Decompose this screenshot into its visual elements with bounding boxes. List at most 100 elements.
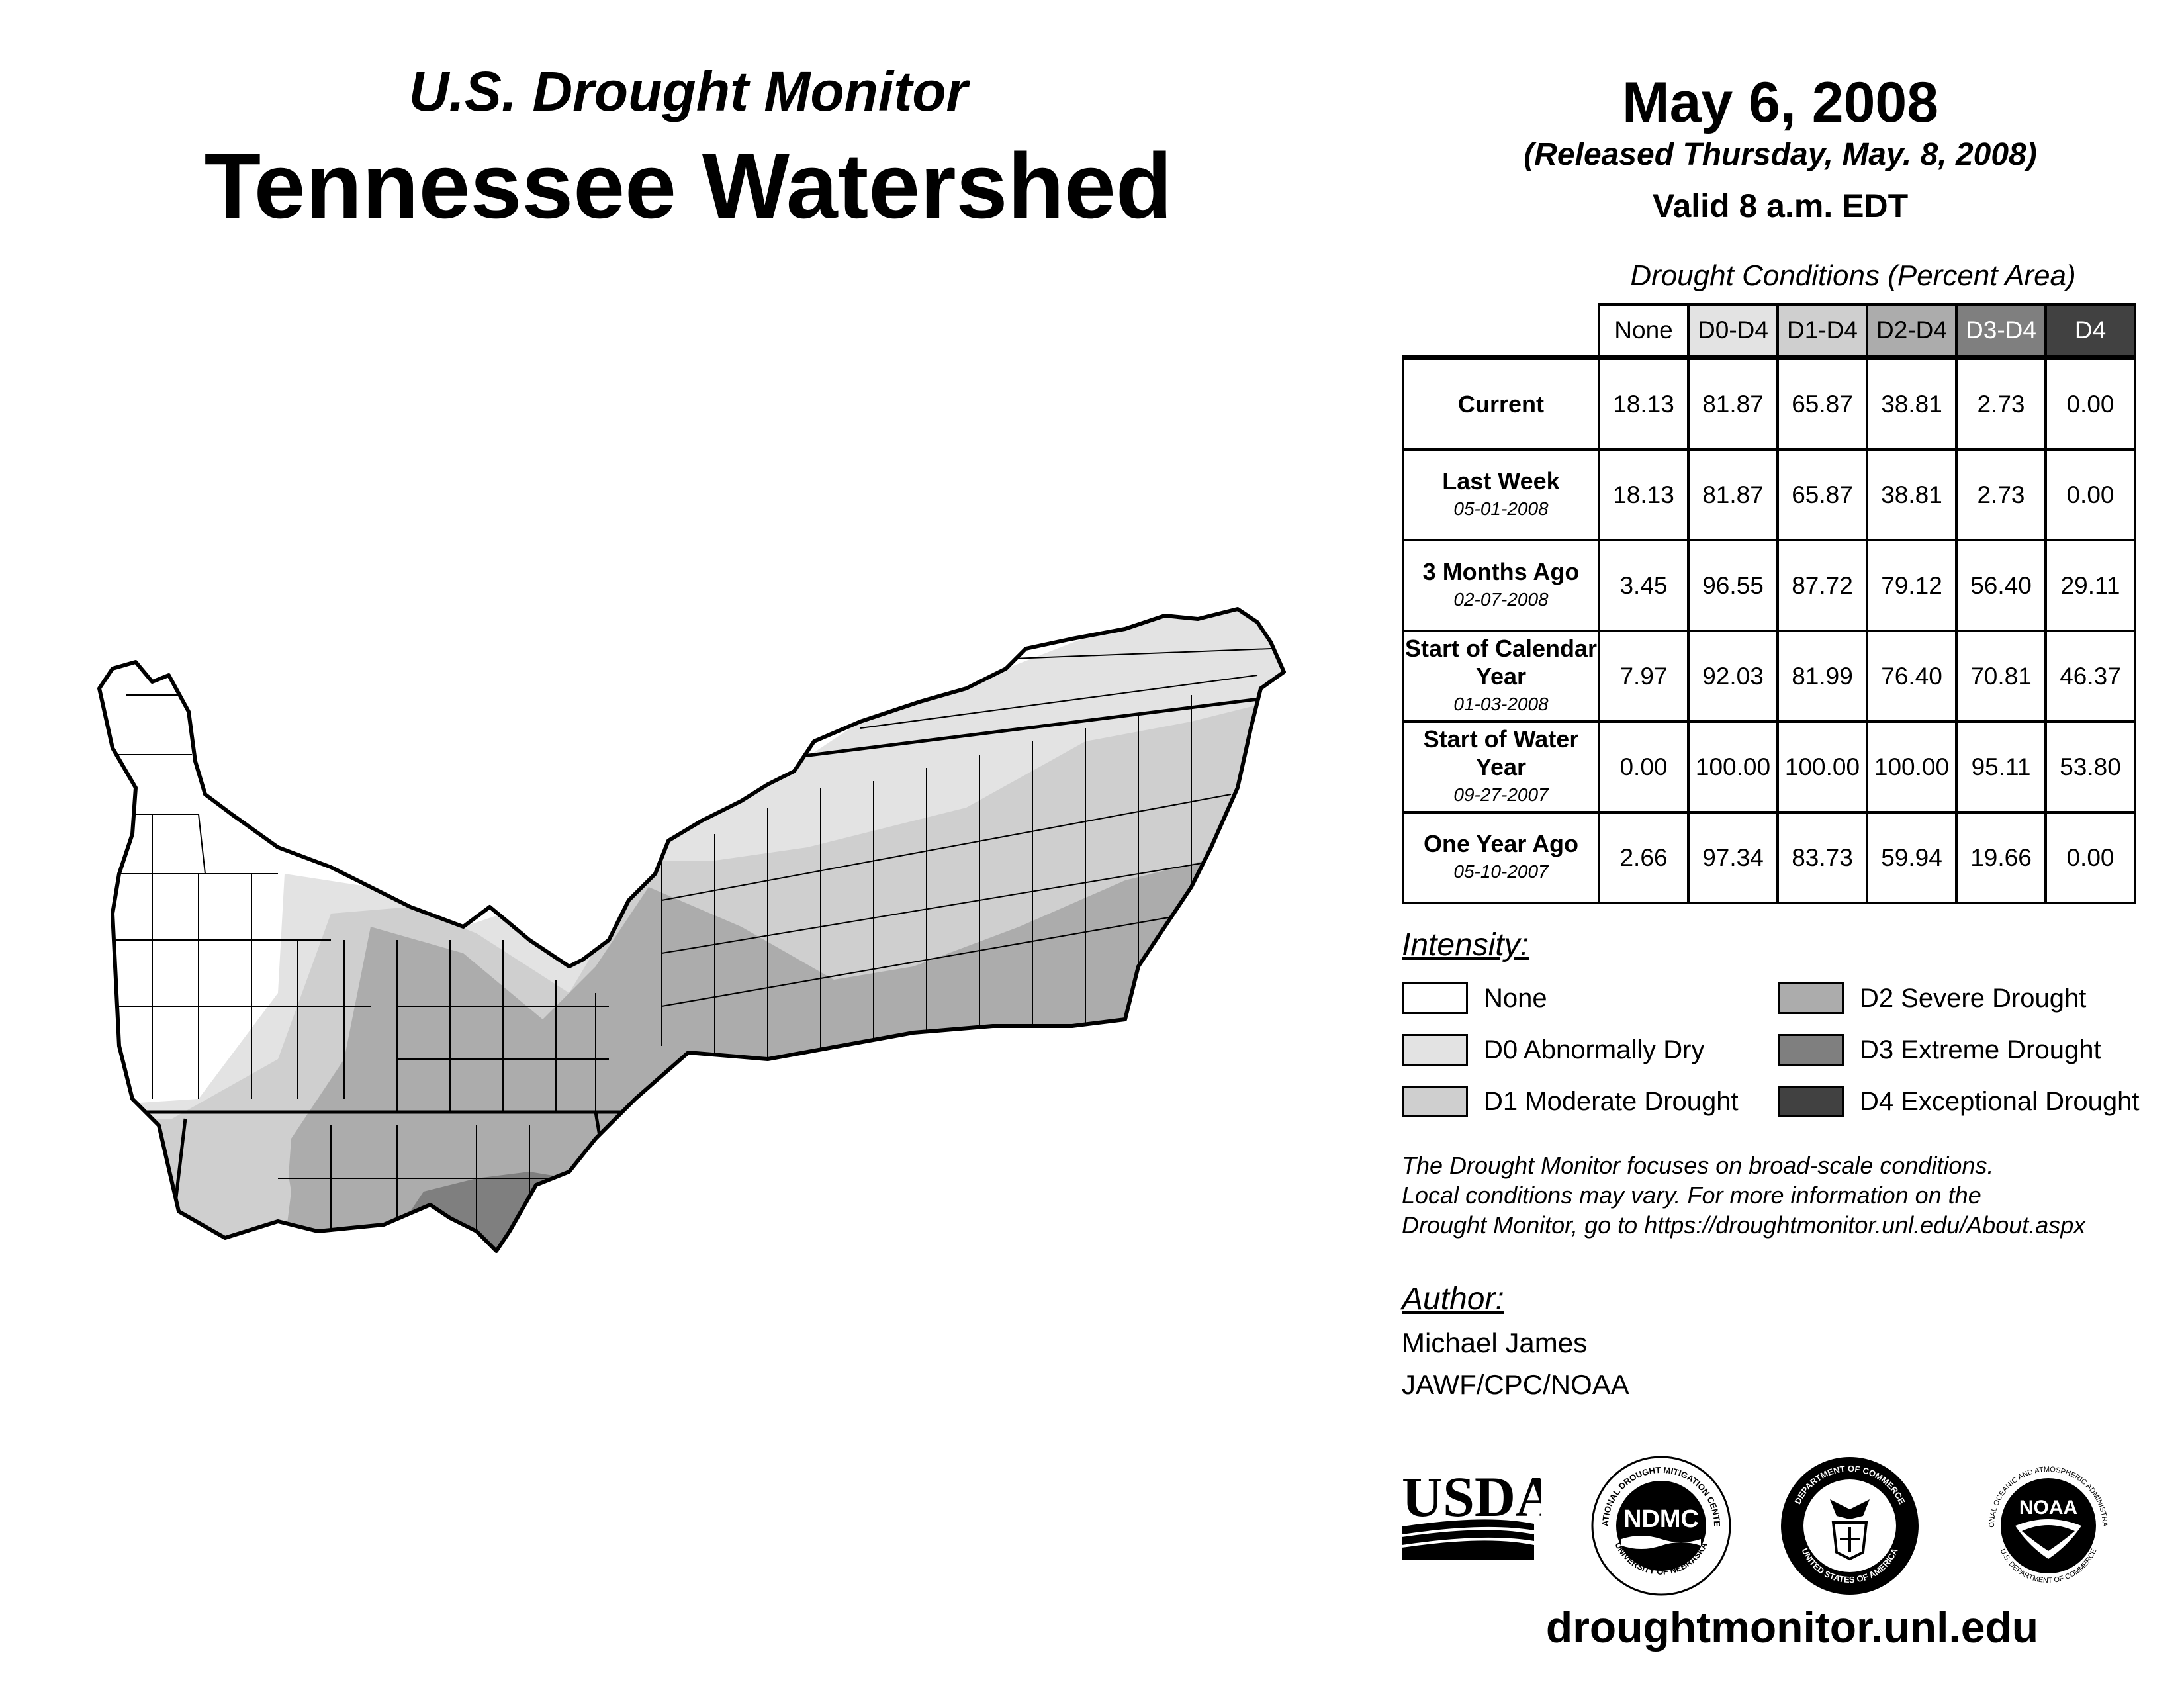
- note-line: Drought Monitor, go to https://droughtmo…: [1402, 1211, 2086, 1239]
- column-header: D0-D4: [1687, 303, 1779, 359]
- table-cell: 81.99: [1776, 630, 1868, 723]
- row-label: Start of Water Year 09-27-2007: [1402, 720, 1600, 814]
- table-cell: 53.80: [2044, 720, 2136, 814]
- legend-label: D4 Exceptional Drought: [1860, 1086, 2140, 1116]
- note-line: The Drought Monitor focuses on broad-sca…: [1402, 1152, 1994, 1179]
- watershed-map: [97, 607, 1286, 1253]
- table-cell: 38.81: [1866, 448, 1958, 541]
- author-org: JAWF/CPC/NOAA: [1402, 1369, 1629, 1400]
- table-row: Start of Water Year 09-27-2007 0.00 100.0…: [1402, 720, 2136, 814]
- table-cell: 100.00: [1866, 720, 1958, 814]
- table-cell: 97.34: [1687, 811, 1779, 904]
- table-cell: 79.12: [1866, 539, 1958, 632]
- table-cell: 0.00: [2044, 356, 2136, 451]
- row-label-text: 3 Months Ago: [1422, 557, 1580, 585]
- row-date: 05-01-2008: [1453, 498, 1549, 519]
- table-cell: 76.40: [1866, 630, 1958, 723]
- row-label: 3 Months Ago 02-07-2008: [1402, 539, 1600, 632]
- table-cell: 59.94: [1866, 811, 1958, 904]
- legend-swatch: [1778, 1034, 1844, 1066]
- legend-label: D0 Abnormally Dry: [1484, 1035, 1705, 1064]
- legend-swatch: [1402, 1086, 1468, 1117]
- table-cell: 92.03: [1687, 630, 1779, 723]
- release-date: (Released Thursday, May. 8, 2008): [1524, 137, 2037, 172]
- usda-logo-text: USDA: [1402, 1465, 1541, 1528]
- table-cell: 65.87: [1776, 448, 1868, 541]
- legend-swatch: [1778, 982, 1844, 1014]
- table-row: Start of Calendar Year 01-03-2008 7.97 92…: [1402, 630, 2136, 723]
- drought-conditions-table: None D0-D4 D1-D4 D2-D4 D3-D4 D4 Current …: [1402, 303, 2136, 904]
- table-cell: 81.87: [1687, 448, 1779, 541]
- map-title: Tennessee Watershed: [204, 134, 1173, 238]
- row-label-text: One Year Ago: [1423, 829, 1579, 857]
- table-cell: 2.73: [1955, 356, 2047, 451]
- table-corner: [1403, 305, 1599, 357]
- table-caption: Drought Conditions (Percent Area): [1630, 259, 2076, 292]
- table-cell: 56.40: [1955, 539, 2047, 632]
- valid-time: Valid 8 a.m. EDT: [1652, 187, 1909, 224]
- ndmc-logo: NATIONAL DROUGHT MITIGATION CENTER UNIVE…: [1588, 1453, 1731, 1596]
- table-header-row: None D0-D4 D1-D4 D2-D4 D3-D4 D4: [1403, 303, 2136, 359]
- table-row: 3 Months Ago 02-07-2008 3.45 96.55 87.72 …: [1402, 539, 2136, 632]
- table-cell: 46.37: [2044, 630, 2136, 723]
- table-cell: 29.11: [2044, 539, 2136, 632]
- usda-logo: USDA: [1402, 1465, 1541, 1560]
- legend-heading: Intensity:: [1402, 927, 1529, 962]
- table-cell: 2.73: [1955, 448, 2047, 541]
- noaa-logo-text: NOAA: [2019, 1497, 2077, 1519]
- table-cell: 0.00: [2044, 811, 2136, 904]
- table-cell: 100.00: [1687, 720, 1779, 814]
- table-row: Last Week 05-01-2008 18.13 81.87 65.87 38…: [1402, 448, 2136, 541]
- row-label-text: Start of Calendar Year: [1404, 634, 1598, 690]
- legend-label: D3 Extreme Drought: [1860, 1035, 2101, 1064]
- row-label: Last Week 05-01-2008: [1402, 448, 1600, 541]
- table-cell: 100.00: [1776, 720, 1868, 814]
- column-header: D4: [2044, 303, 2136, 359]
- row-label-text: Last Week: [1442, 467, 1560, 494]
- table-cell: 19.66: [1955, 811, 2047, 904]
- legend-item-d0: D0 Abnormally Dry: [1402, 1031, 1704, 1068]
- table-cell: 3.45: [1598, 539, 1690, 632]
- commerce-logo: DEPARTMENT OF COMMERCE UNITED STATES OF …: [1781, 1457, 1919, 1595]
- table-row: One Year Ago 05-10-2007 2.66 97.34 83.73 …: [1402, 811, 2136, 904]
- column-header: D3-D4: [1955, 303, 2047, 359]
- column-header: D2-D4: [1866, 303, 1958, 359]
- ndmc-logo-text: NDMC: [1623, 1505, 1699, 1533]
- row-label: Current: [1402, 356, 1600, 451]
- author-name: Michael James: [1402, 1327, 1588, 1358]
- row-date: 02-07-2008: [1453, 588, 1549, 610]
- row-label: Start of Calendar Year 01-03-2008: [1402, 630, 1600, 723]
- row-date: 09-27-2007: [1453, 784, 1549, 805]
- table-cell: 7.97: [1598, 630, 1690, 723]
- legend-swatch: [1402, 1034, 1468, 1066]
- note-line: Local conditions may vary. For more info…: [1402, 1182, 1981, 1209]
- legend-item-d4: D4 Exceptional Drought: [1778, 1083, 2139, 1120]
- table-cell: 70.81: [1955, 630, 2047, 723]
- table-row: Current 18.13 81.87 65.87 38.81 2.73 0.0…: [1402, 356, 2136, 451]
- table-cell: 81.87: [1687, 356, 1779, 451]
- table-cell: 38.81: [1866, 356, 1958, 451]
- legend-item-none: None: [1402, 980, 1547, 1017]
- legend-item-d3: D3 Extreme Drought: [1778, 1031, 2101, 1068]
- valid-date: May 6, 2008: [1621, 71, 1939, 134]
- row-date: 05-10-2007: [1453, 861, 1549, 882]
- legend-label: D1 Moderate Drought: [1484, 1086, 1739, 1116]
- author-heading: Author:: [1402, 1282, 1504, 1317]
- disclaimer-note: The Drought Monitor focuses on broad-sca…: [1402, 1150, 2169, 1240]
- map-subtitle: U.S. Drought Monitor: [408, 60, 968, 122]
- column-header: D1-D4: [1776, 303, 1868, 359]
- table-cell: 83.73: [1776, 811, 1868, 904]
- legend-label: None: [1484, 983, 1547, 1013]
- table-cell: 0.00: [1598, 720, 1690, 814]
- legend-swatch: [1778, 1086, 1844, 1117]
- row-label-text: Start of Water Year: [1423, 725, 1579, 780]
- legend-item-d2: D2 Severe Drought: [1778, 980, 2086, 1017]
- table-cell: 18.13: [1598, 448, 1690, 541]
- table-cell: 2.66: [1598, 811, 1690, 904]
- legend-label: D2 Severe Drought: [1860, 983, 2087, 1013]
- noaa-logo: NATIONAL OCEANIC AND ATMOSPHERIC ADMINIS…: [1976, 1453, 2117, 1595]
- row-date: 01-03-2008: [1453, 693, 1549, 714]
- site-url[interactable]: droughtmonitor.unl.edu: [1545, 1603, 2039, 1652]
- legend-item-d1: D1 Moderate Drought: [1402, 1083, 1739, 1120]
- column-header: None: [1598, 303, 1690, 359]
